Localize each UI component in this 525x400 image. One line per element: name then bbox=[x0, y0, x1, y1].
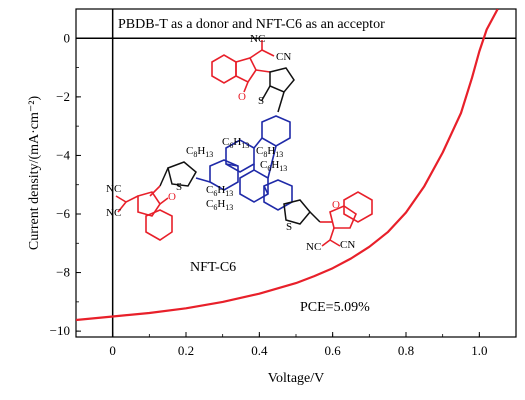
y-tick-label: −4 bbox=[56, 147, 70, 162]
svg-text:C6H13: C6H13 bbox=[222, 136, 249, 150]
nft-c6-structure-illustration: NC CN O S C8H13 bbox=[106, 33, 373, 253]
top-acceptor-unit: NC CN O bbox=[211, 33, 291, 103]
pce-label: PCE=5.09% bbox=[300, 300, 370, 315]
y-tick-label: −2 bbox=[56, 89, 70, 104]
title-box-text: PBDB-T as a donor and NFT-C6 as an accep… bbox=[118, 17, 385, 32]
right-nc-text: NC bbox=[306, 241, 321, 253]
series-layer bbox=[76, 9, 499, 322]
y-axis-title: Current density/(mA·cm⁻²) bbox=[27, 96, 42, 251]
x-tick-label: 1.0 bbox=[471, 343, 487, 358]
x-tick-label: 0.4 bbox=[251, 343, 268, 358]
y-axis-ticks: 0 −2 −4 −6 −8 −10 bbox=[50, 30, 81, 338]
alkyl-c6-right: C bbox=[260, 159, 267, 171]
left-arm: S NC NC O bbox=[106, 161, 197, 241]
svg-text:C8H13: C8H13 bbox=[186, 145, 213, 159]
x-tick-label: 0 bbox=[109, 343, 116, 358]
right-cn-text: CN bbox=[340, 239, 355, 251]
x-tick-label: 0.2 bbox=[178, 343, 194, 358]
plot-frame bbox=[75, 8, 517, 338]
alkyl-c8-right: C bbox=[256, 145, 263, 157]
alkyl-c6-lower: C bbox=[206, 184, 213, 196]
top-cn-text: CN bbox=[276, 51, 291, 63]
y-tick-label: 0 bbox=[64, 30, 71, 45]
alkyl-c8-left: C bbox=[186, 145, 193, 157]
alkyl-chain-labels: C8H13 C6H13 C8H13 C6H13 C6H13 C6H13 bbox=[186, 136, 287, 212]
x-tick-label: 0.6 bbox=[325, 343, 342, 358]
jv-curve-series-line bbox=[76, 9, 499, 322]
top-s-text: S bbox=[258, 95, 264, 107]
left-s-text: S bbox=[176, 181, 182, 193]
x-axis-ticks: 0 0.2 0.4 0.6 0.8 1.0 bbox=[75, 332, 517, 358]
molecule-name-label: NFT-C6 bbox=[190, 260, 236, 275]
right-s-text: S bbox=[286, 221, 292, 233]
left-nc-top-text: NC bbox=[106, 183, 121, 195]
left-nc-bottom-text: NC bbox=[106, 207, 121, 219]
top-thiophene: S bbox=[258, 67, 295, 113]
svg-text:C6H13: C6H13 bbox=[206, 198, 233, 212]
truxene-core bbox=[195, 115, 293, 211]
alkyl-c6-bottom: C bbox=[206, 198, 213, 210]
top-nc-text: NC bbox=[250, 33, 265, 45]
left-o-text: O bbox=[168, 191, 176, 203]
right-arm: S O NC CN bbox=[283, 191, 373, 253]
y-tick-label: −6 bbox=[56, 206, 70, 221]
svg-text:C8H13: C8H13 bbox=[256, 145, 283, 159]
top-o-text: O bbox=[238, 91, 246, 103]
alkyl-c6-top: C bbox=[222, 136, 229, 148]
y-tick-label: −8 bbox=[56, 265, 70, 280]
x-axis-title: Voltage/V bbox=[268, 371, 325, 386]
svg-text:C6H13: C6H13 bbox=[260, 159, 287, 173]
right-o-text: O bbox=[332, 199, 340, 211]
svg-text:C6H13: C6H13 bbox=[206, 184, 233, 198]
y-tick-label: −10 bbox=[50, 323, 70, 338]
x-tick-label: 0.8 bbox=[398, 343, 414, 358]
